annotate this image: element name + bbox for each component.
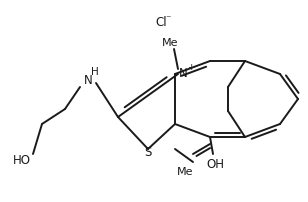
Text: OH: OH (206, 158, 224, 171)
Text: ⁻: ⁻ (165, 14, 171, 24)
Text: Me: Me (162, 38, 178, 48)
Text: +: + (187, 62, 195, 71)
Text: HO: HO (13, 153, 31, 166)
Text: Cl: Cl (155, 15, 167, 28)
Text: N: N (84, 73, 92, 86)
Text: N: N (179, 66, 187, 79)
Text: H: H (91, 67, 99, 77)
Text: Me: Me (177, 166, 193, 176)
Text: S: S (144, 145, 152, 158)
